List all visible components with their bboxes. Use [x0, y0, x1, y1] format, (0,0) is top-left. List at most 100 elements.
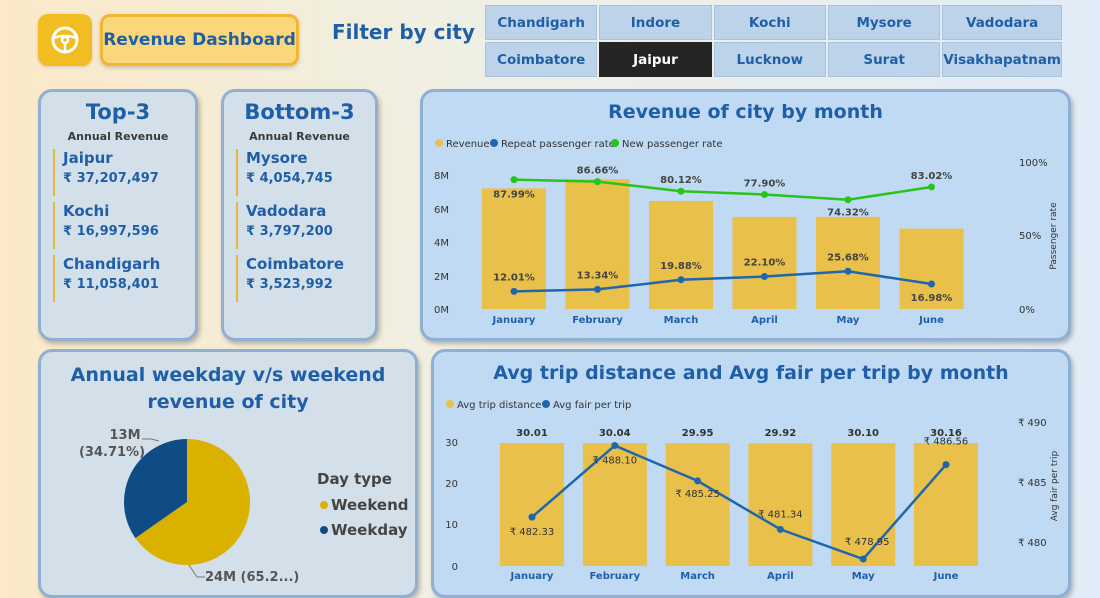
repeat-passenger-point	[761, 273, 768, 281]
data-label: 77.90%	[744, 178, 786, 189]
city-filter-button[interactable]: Kochi	[713, 5, 826, 40]
rank-value: ₹ 11,058,401	[63, 277, 159, 292]
x-tick: February	[572, 315, 623, 326]
fare-point	[528, 513, 536, 521]
data-label: 29.92	[765, 428, 797, 439]
city-filter-button-selected[interactable]: Jaipur	[599, 42, 712, 77]
bottom3-item: Coimbatore ₹ 3,523,992	[236, 255, 375, 302]
logo-tile	[38, 14, 92, 66]
weekday-weekend-card: Annual weekday v/s weekend revenue of ci…	[38, 349, 418, 598]
y2-tick: ₹ 490	[1018, 418, 1047, 429]
slice-label: 24M (65.2...)	[205, 570, 299, 585]
data-label: 30.16	[930, 428, 962, 439]
distance-bar	[748, 443, 813, 566]
rank-city: Coimbatore	[246, 255, 344, 273]
weekday-weekend-pie: 13M (34.71%) 24M (65.2...) Day type Weeken…	[79, 428, 409, 585]
new-passenger-line	[513, 178, 932, 202]
legend-title: Day type	[317, 470, 392, 488]
legend: Avg trip distance Avg fair per trip	[446, 400, 631, 411]
city-filter-button[interactable]: Visakhapatnam	[942, 42, 1062, 77]
city-filter-slicer: Chandigarh Indore Kochi Mysore Vadodara …	[485, 5, 1062, 77]
new-passenger-point	[594, 178, 601, 186]
legend-swatch-weekend	[320, 501, 328, 509]
y2-tick: 50%	[1019, 231, 1041, 242]
legend-swatch-repeat	[490, 139, 498, 147]
legend-label: Weekend	[331, 496, 409, 514]
y-tick: 8M	[434, 171, 449, 182]
y-tick: 2M	[434, 272, 449, 283]
repeat-passenger-point	[510, 287, 518, 295]
x-tick: January	[510, 571, 554, 582]
rank-value: ₹ 3,523,992	[246, 277, 333, 292]
legend-swatch-new	[611, 139, 619, 147]
fare-point	[942, 461, 950, 469]
y2-tick: ₹ 480	[1018, 538, 1047, 549]
leader-line	[142, 438, 160, 442]
rank-city: Vadodara	[246, 202, 327, 220]
data-label: ₹ 478.95	[845, 537, 890, 548]
data-label: 12.01%	[493, 272, 535, 283]
revenue-bar	[732, 216, 797, 309]
revenue-dashboard-button[interactable]: Revenue Dashboard	[100, 14, 299, 66]
fare-point	[611, 442, 619, 450]
y2-tick: ₹ 485	[1018, 478, 1047, 489]
legend-label: Repeat passenger rate	[501, 139, 615, 150]
new-passenger-point	[844, 196, 852, 204]
top3-item: Chandigarh ₹ 11,058,401	[53, 255, 195, 302]
x-tick: May	[852, 571, 875, 582]
y2-axis-label: Avg fair per trip	[1050, 450, 1060, 521]
repeat-passenger-point	[844, 267, 852, 275]
filter-by-city-label: Filter by city	[332, 20, 475, 44]
data-label: 22.10%	[744, 258, 786, 269]
steering-wheel-icon	[51, 26, 79, 54]
legend-swatch-fare	[542, 400, 550, 408]
data-label: ₹ 486.56	[924, 437, 969, 448]
bottom3-title: Bottom-3	[244, 100, 355, 124]
x-tick: June	[918, 315, 944, 326]
y-tick: 4M	[434, 238, 449, 249]
data-label: 74.32%	[827, 208, 869, 219]
city-filter-button[interactable]: Surat	[827, 42, 941, 77]
rank-value: ₹ 37,207,497	[63, 171, 159, 186]
top3-subtitle: Annual Revenue	[67, 130, 169, 143]
data-label: 16.98%	[911, 293, 953, 304]
city-filter-button[interactable]: Mysore	[827, 5, 941, 40]
legend-label: Revenue	[446, 139, 490, 150]
rank-value: ₹ 3,797,200	[246, 224, 333, 239]
y-tick: 6M	[434, 205, 449, 216]
trip-chart: Avg trip distance Avg fair per trip 0 10…	[445, 400, 1060, 582]
top3-item: Kochi ₹ 16,997,596	[53, 202, 195, 249]
revenue-bar	[816, 216, 880, 309]
city-filter-button[interactable]: Vadodara	[942, 5, 1062, 40]
city-filter-button[interactable]: Coimbatore	[485, 42, 598, 77]
revenue-bar	[649, 200, 713, 309]
city-filter-button[interactable]: Lucknow	[713, 42, 826, 77]
repeat-passenger-point	[677, 276, 685, 284]
data-label: 87.99%	[493, 190, 535, 201]
data-label: 83.02%	[911, 171, 953, 182]
bottom3-card: Bottom-3 Annual Revenue Mysore ₹ 4,054,7…	[221, 89, 378, 341]
rank-city: Mysore	[246, 149, 308, 167]
repeat-passenger-line	[513, 269, 932, 293]
legend-label: Avg fair per trip	[553, 400, 631, 411]
data-label: ₹ 485.25	[675, 489, 720, 500]
data-label: 30.04	[599, 428, 631, 439]
legend-swatch-weekday	[320, 526, 328, 534]
legend-label: Weekday	[331, 521, 408, 539]
data-label: 86.66%	[577, 166, 619, 177]
fare-point	[694, 477, 702, 485]
city-filter-button[interactable]: Chandigarh	[485, 5, 598, 40]
fare-point	[859, 555, 867, 563]
top3-card: Top-3 Annual Revenue Jaipur ₹ 37,207,497…	[38, 89, 198, 341]
data-label: 80.12%	[660, 175, 702, 186]
y-tick: 20	[445, 479, 458, 490]
slice-label: (34.71%)	[79, 445, 145, 460]
new-passenger-point	[677, 187, 685, 195]
top3-item: Jaipur ₹ 37,207,497	[53, 149, 195, 196]
distance-bar	[665, 443, 730, 566]
rank-value: ₹ 4,054,745	[246, 171, 333, 186]
leader-line	[188, 564, 205, 578]
city-filter-button[interactable]: Indore	[599, 5, 712, 40]
bottom3-subtitle: Annual Revenue	[249, 130, 350, 143]
bottom3-item: Vadodara ₹ 3,797,200	[236, 202, 375, 249]
